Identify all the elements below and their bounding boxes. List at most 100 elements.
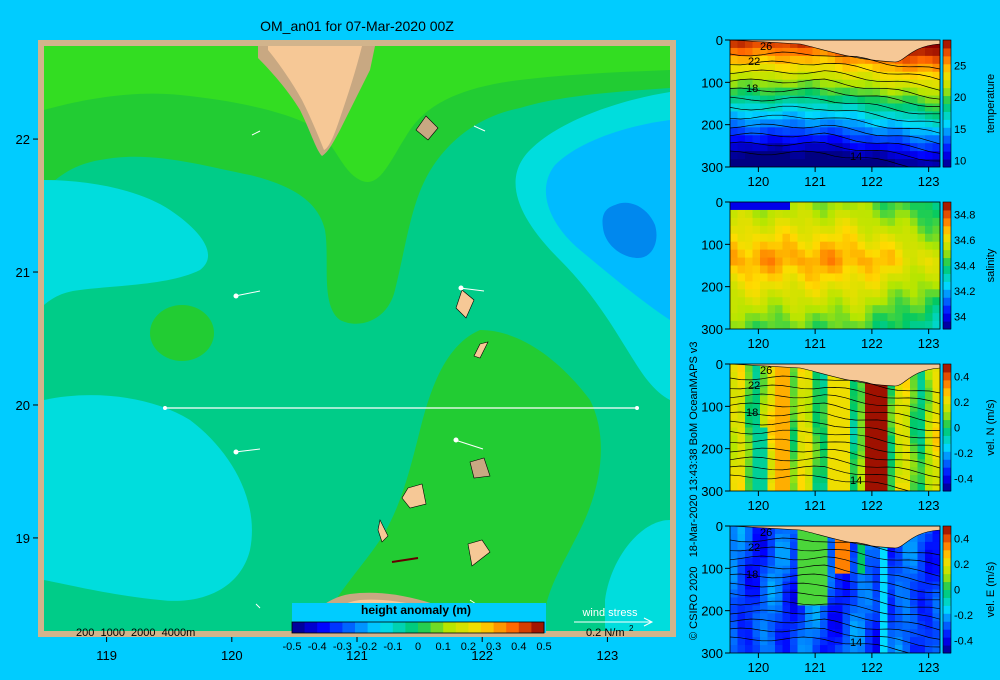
- section-cell: [932, 79, 940, 89]
- x-tick-label: 123: [918, 660, 940, 675]
- y-tick-label: 200: [701, 604, 723, 619]
- section-cell: [827, 289, 836, 298]
- section-cell: [790, 103, 799, 113]
- section-cell: [805, 55, 814, 65]
- section-cell: [842, 451, 851, 460]
- colorbar-segment: [468, 622, 482, 633]
- section-cell: [842, 313, 851, 322]
- section-cell: [767, 95, 776, 105]
- section-cell: [865, 581, 874, 591]
- section-cell: [730, 557, 739, 567]
- section-cell: [767, 111, 776, 120]
- section-cell: [752, 63, 761, 73]
- section-cell: [880, 475, 889, 484]
- section-cell: [775, 541, 784, 551]
- section-cell: [857, 435, 866, 444]
- section-cell: [865, 63, 874, 73]
- section-cell: [805, 233, 814, 243]
- section-cell: [760, 313, 769, 322]
- section-cell: [775, 581, 784, 591]
- section-cell: [745, 637, 754, 646]
- section-cell: [760, 257, 769, 267]
- section-cell: [805, 159, 814, 167]
- section-cell: [745, 217, 754, 227]
- section-cell: [782, 613, 791, 622]
- section-cell: [857, 443, 866, 452]
- wind-arrow: [473, 125, 486, 132]
- section-cell: [790, 202, 799, 211]
- section-cell: [917, 202, 926, 211]
- section-cell: [760, 143, 769, 152]
- section-cell: [932, 483, 940, 491]
- section-cell: [737, 589, 746, 599]
- x-tick-label: 122: [861, 660, 883, 675]
- wind-arrow: [255, 603, 261, 609]
- section-cell: [842, 103, 851, 113]
- section-colorbar-segment: [943, 443, 951, 452]
- section-cell: [910, 605, 919, 614]
- section-cell: [737, 597, 746, 606]
- section-colorbar-segment: [943, 387, 951, 397]
- section-cell: [880, 557, 889, 567]
- isotherm-contour: [730, 411, 940, 431]
- section-colorbar-label: salinity: [985, 248, 997, 282]
- section-colorbar-segment: [943, 257, 951, 266]
- section-cell: [812, 475, 821, 484]
- section-colorbar-label: temperature: [985, 74, 997, 133]
- section-cell: [925, 265, 934, 275]
- colorbar-tick-label: 0.4: [511, 641, 526, 653]
- section-cell: [737, 209, 746, 219]
- section-cell: [782, 387, 791, 397]
- section-cell: [797, 159, 806, 167]
- section-cell: [745, 475, 754, 484]
- section-cell: [752, 459, 761, 468]
- field-zone-cyan-west: [44, 180, 209, 305]
- section-cell: [797, 305, 806, 314]
- section-cell: [872, 225, 881, 235]
- section-cell: [797, 621, 806, 630]
- section-cell: [790, 419, 799, 429]
- section-cell: [887, 605, 896, 614]
- section-cell: [910, 209, 919, 219]
- section-cell: [842, 475, 851, 484]
- section-cell: [872, 581, 881, 591]
- section-cell: [865, 629, 874, 638]
- section-cell: [842, 209, 851, 219]
- section-cell: [850, 135, 859, 144]
- section-cell: [917, 419, 926, 429]
- section-colorbar-segment: [943, 265, 951, 274]
- isotherm-contour: [730, 546, 940, 567]
- section-cell: [790, 621, 799, 630]
- section-cell: [842, 87, 851, 97]
- section-cell: [857, 395, 866, 405]
- island-batan-2: [473, 341, 489, 359]
- section-cell: [752, 541, 761, 551]
- section-cell: [730, 217, 739, 227]
- isotherm-contour: [730, 384, 940, 405]
- section-cell: [827, 597, 836, 606]
- island-orchid: [415, 115, 439, 141]
- isotherm-contour: [730, 573, 940, 593]
- section-cell: [850, 395, 859, 405]
- section-cell: [782, 645, 791, 653]
- section-cell: [745, 597, 754, 606]
- section-cell: [745, 645, 754, 653]
- section-cell: [820, 233, 829, 243]
- section-cell: [805, 605, 814, 614]
- section-cell: [902, 435, 911, 444]
- map-panel: 200 1000 2000 4000m wind stress 0.2 N/m …: [16, 40, 676, 663]
- section-cell: [910, 451, 919, 460]
- section-cell: [857, 427, 866, 437]
- section-cell: [835, 63, 844, 73]
- section-cell: [835, 475, 844, 484]
- section-cell: [775, 557, 784, 567]
- colorbar-tick-label: 0.2: [461, 641, 476, 653]
- section-cell: [910, 427, 919, 437]
- section-cell: [880, 63, 889, 73]
- section-cell: [842, 265, 851, 275]
- section-cell: [842, 119, 851, 128]
- section-cell: [782, 364, 791, 373]
- section-cell: [752, 241, 761, 251]
- isotherm-contour: [730, 591, 940, 610]
- section-cell: [902, 297, 911, 306]
